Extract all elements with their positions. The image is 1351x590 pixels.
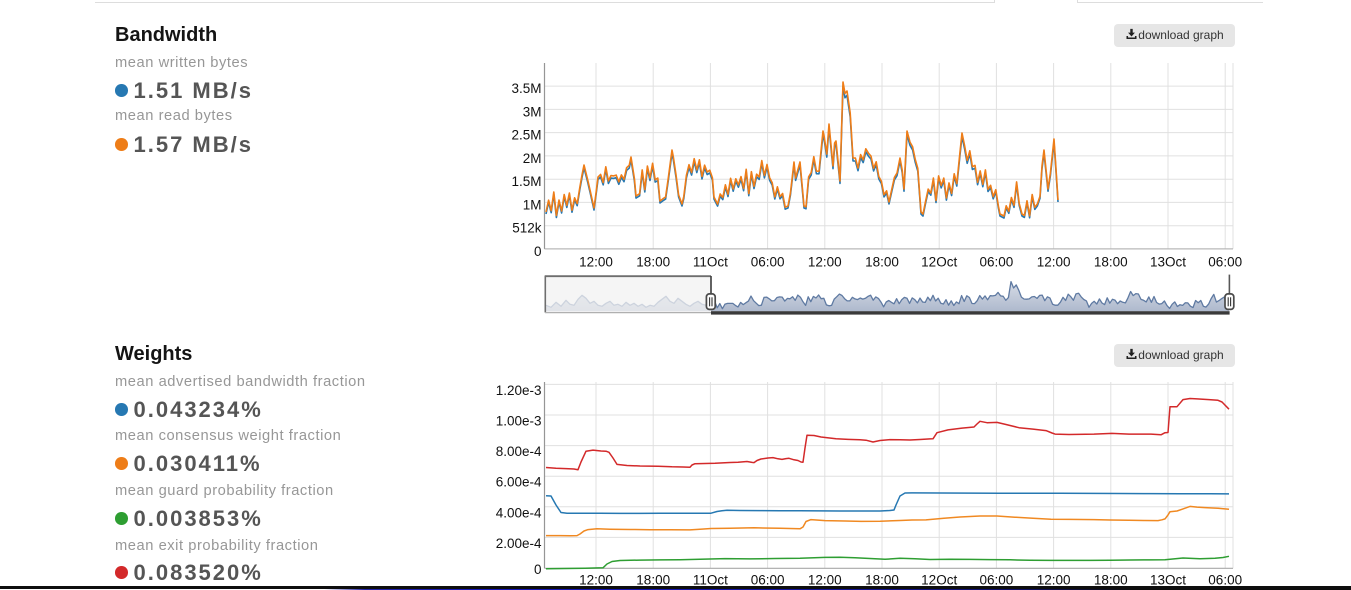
- svg-text:06:00: 06:00: [980, 573, 1014, 588]
- svg-text:3M: 3M: [523, 104, 542, 119]
- svg-text:18:00: 18:00: [636, 573, 670, 588]
- svg-text:13Oct: 13Oct: [1150, 255, 1186, 270]
- svg-text:12:00: 12:00: [1037, 573, 1071, 588]
- svg-text:2M: 2M: [523, 151, 542, 166]
- svg-text:0: 0: [534, 562, 542, 577]
- svg-text:12Oct: 12Oct: [921, 573, 957, 588]
- svg-text:12:00: 12:00: [808, 573, 842, 588]
- svg-text:2.00e-4: 2.00e-4: [496, 536, 542, 551]
- svg-text:1.20e-3: 1.20e-3: [496, 383, 542, 398]
- svg-text:1.5M: 1.5M: [511, 174, 541, 189]
- svg-text:13Oct: 13Oct: [1150, 573, 1186, 588]
- svg-text:12:00: 12:00: [579, 255, 613, 270]
- svg-text:6.00e-4: 6.00e-4: [496, 475, 542, 490]
- svg-text:0: 0: [534, 244, 542, 259]
- svg-text:512k: 512k: [512, 221, 542, 236]
- svg-text:06:00: 06:00: [1208, 255, 1242, 270]
- svg-text:18:00: 18:00: [1094, 255, 1128, 270]
- svg-text:18:00: 18:00: [865, 573, 899, 588]
- svg-text:4.00e-4: 4.00e-4: [496, 505, 542, 520]
- svg-text:12:00: 12:00: [579, 573, 613, 588]
- svg-text:18:00: 18:00: [1094, 573, 1128, 588]
- svg-text:1.00e-3: 1.00e-3: [496, 414, 542, 429]
- svg-text:8.00e-4: 8.00e-4: [496, 444, 542, 459]
- svg-text:18:00: 18:00: [636, 255, 670, 270]
- svg-text:18:00: 18:00: [865, 255, 899, 270]
- svg-text:11Oct: 11Oct: [693, 573, 728, 588]
- svg-text:2.5M: 2.5M: [511, 128, 541, 143]
- svg-text:1M: 1M: [523, 197, 542, 212]
- svg-text:12:00: 12:00: [1037, 255, 1071, 270]
- svg-text:12Oct: 12Oct: [921, 255, 957, 270]
- svg-text:06:00: 06:00: [1208, 573, 1242, 588]
- svg-text:12:00: 12:00: [808, 255, 842, 270]
- svg-text:06:00: 06:00: [751, 573, 785, 588]
- svg-text:06:00: 06:00: [751, 255, 785, 270]
- svg-text:06:00: 06:00: [980, 255, 1014, 270]
- svg-text:3.5M: 3.5M: [511, 81, 541, 96]
- svg-text:11Oct: 11Oct: [693, 255, 728, 270]
